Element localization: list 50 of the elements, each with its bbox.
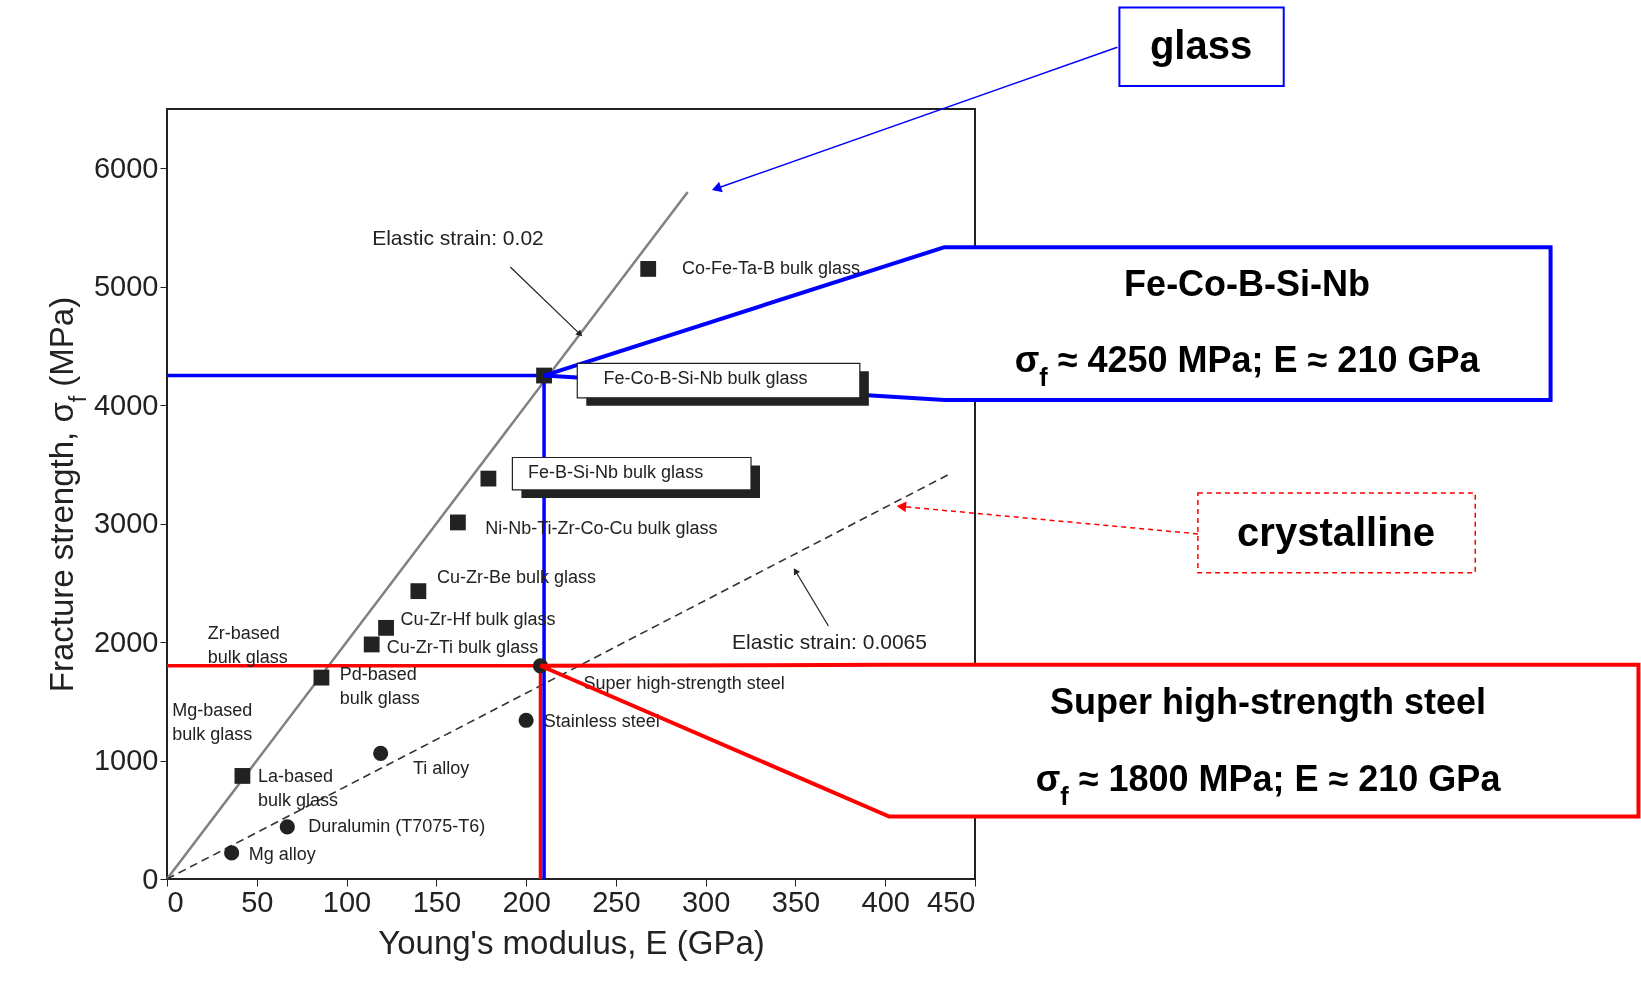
point: [279, 819, 295, 835]
annotation: Mg-based bulk glass: [172, 700, 253, 745]
annotation: La-based bulk glass: [258, 766, 339, 811]
text: σ$_{f}$ ≈ 1800 MPa; E ≈ 210 GPa: [1035, 757, 1502, 810]
annotation: Zr-based bulk glass: [207, 622, 288, 667]
annotation: Fe-Co-B-Si-Nb bulk glass: [603, 368, 808, 389]
x-tick-label: 450: [927, 885, 976, 918]
annotation: Elastic strain: 0.0065: [732, 629, 927, 653]
annotation: Elastic strain: 0.02: [372, 225, 544, 249]
point: [518, 712, 534, 728]
point: [234, 768, 251, 784]
y-tick-label: 6000: [93, 151, 159, 184]
x-tick-label: 50: [241, 885, 274, 918]
annotation: Co-Fe-Ta-B bulk glass: [681, 258, 860, 279]
annotation: Pd-based bulk glass: [339, 663, 420, 708]
y-tick-label: 5000: [93, 270, 159, 303]
point: [313, 669, 330, 686]
annotation: Cu-Zr-Ti bulk glass: [386, 637, 539, 657]
point: [373, 745, 389, 761]
x-tick-label: 200: [502, 885, 551, 918]
annotation: Duralumin (T7075-T6): [308, 815, 486, 836]
y-tick-label: 3000: [93, 507, 159, 540]
annotation: Fe-B-Si-Nb bulk glass: [528, 462, 704, 483]
annotation: crystalline: [1237, 509, 1435, 554]
x-tick-label: 250: [592, 885, 641, 918]
point: [363, 636, 380, 653]
x-tick-label: 150: [412, 885, 462, 918]
point: [410, 583, 427, 600]
x-axis-title: Young's modulus, E (GPa): [378, 923, 765, 961]
y-tick-label: 2000: [93, 625, 159, 658]
point: [640, 261, 657, 277]
point: [449, 514, 466, 531]
point: [480, 470, 497, 487]
y-tick-label: 0: [142, 862, 159, 895]
text: σ$_{f}$ ≈ 4250 MPa; E ≈ 210 GPa: [1014, 339, 1481, 392]
annotation: Ti alloy: [412, 758, 470, 779]
annotation: Mg alloy: [248, 844, 316, 865]
y-tick-label: 4000: [93, 388, 159, 421]
x-tick-label: 300: [681, 885, 731, 918]
annotation: Super high-strength steel: [583, 672, 785, 693]
text: Fe-Co-B-Si-Nb: [1124, 262, 1371, 304]
text: glass: [1149, 23, 1253, 68]
point: [378, 619, 394, 636]
text: Super high-strength steel: [1050, 681, 1487, 723]
point: [224, 845, 240, 861]
x-tick-label: 400: [861, 885, 910, 918]
y-tick-label: 1000: [93, 744, 159, 777]
x-tick-label: 0: [167, 885, 184, 918]
x-tick-label: 350: [771, 885, 821, 918]
x-tick-label: 100: [322, 885, 372, 918]
